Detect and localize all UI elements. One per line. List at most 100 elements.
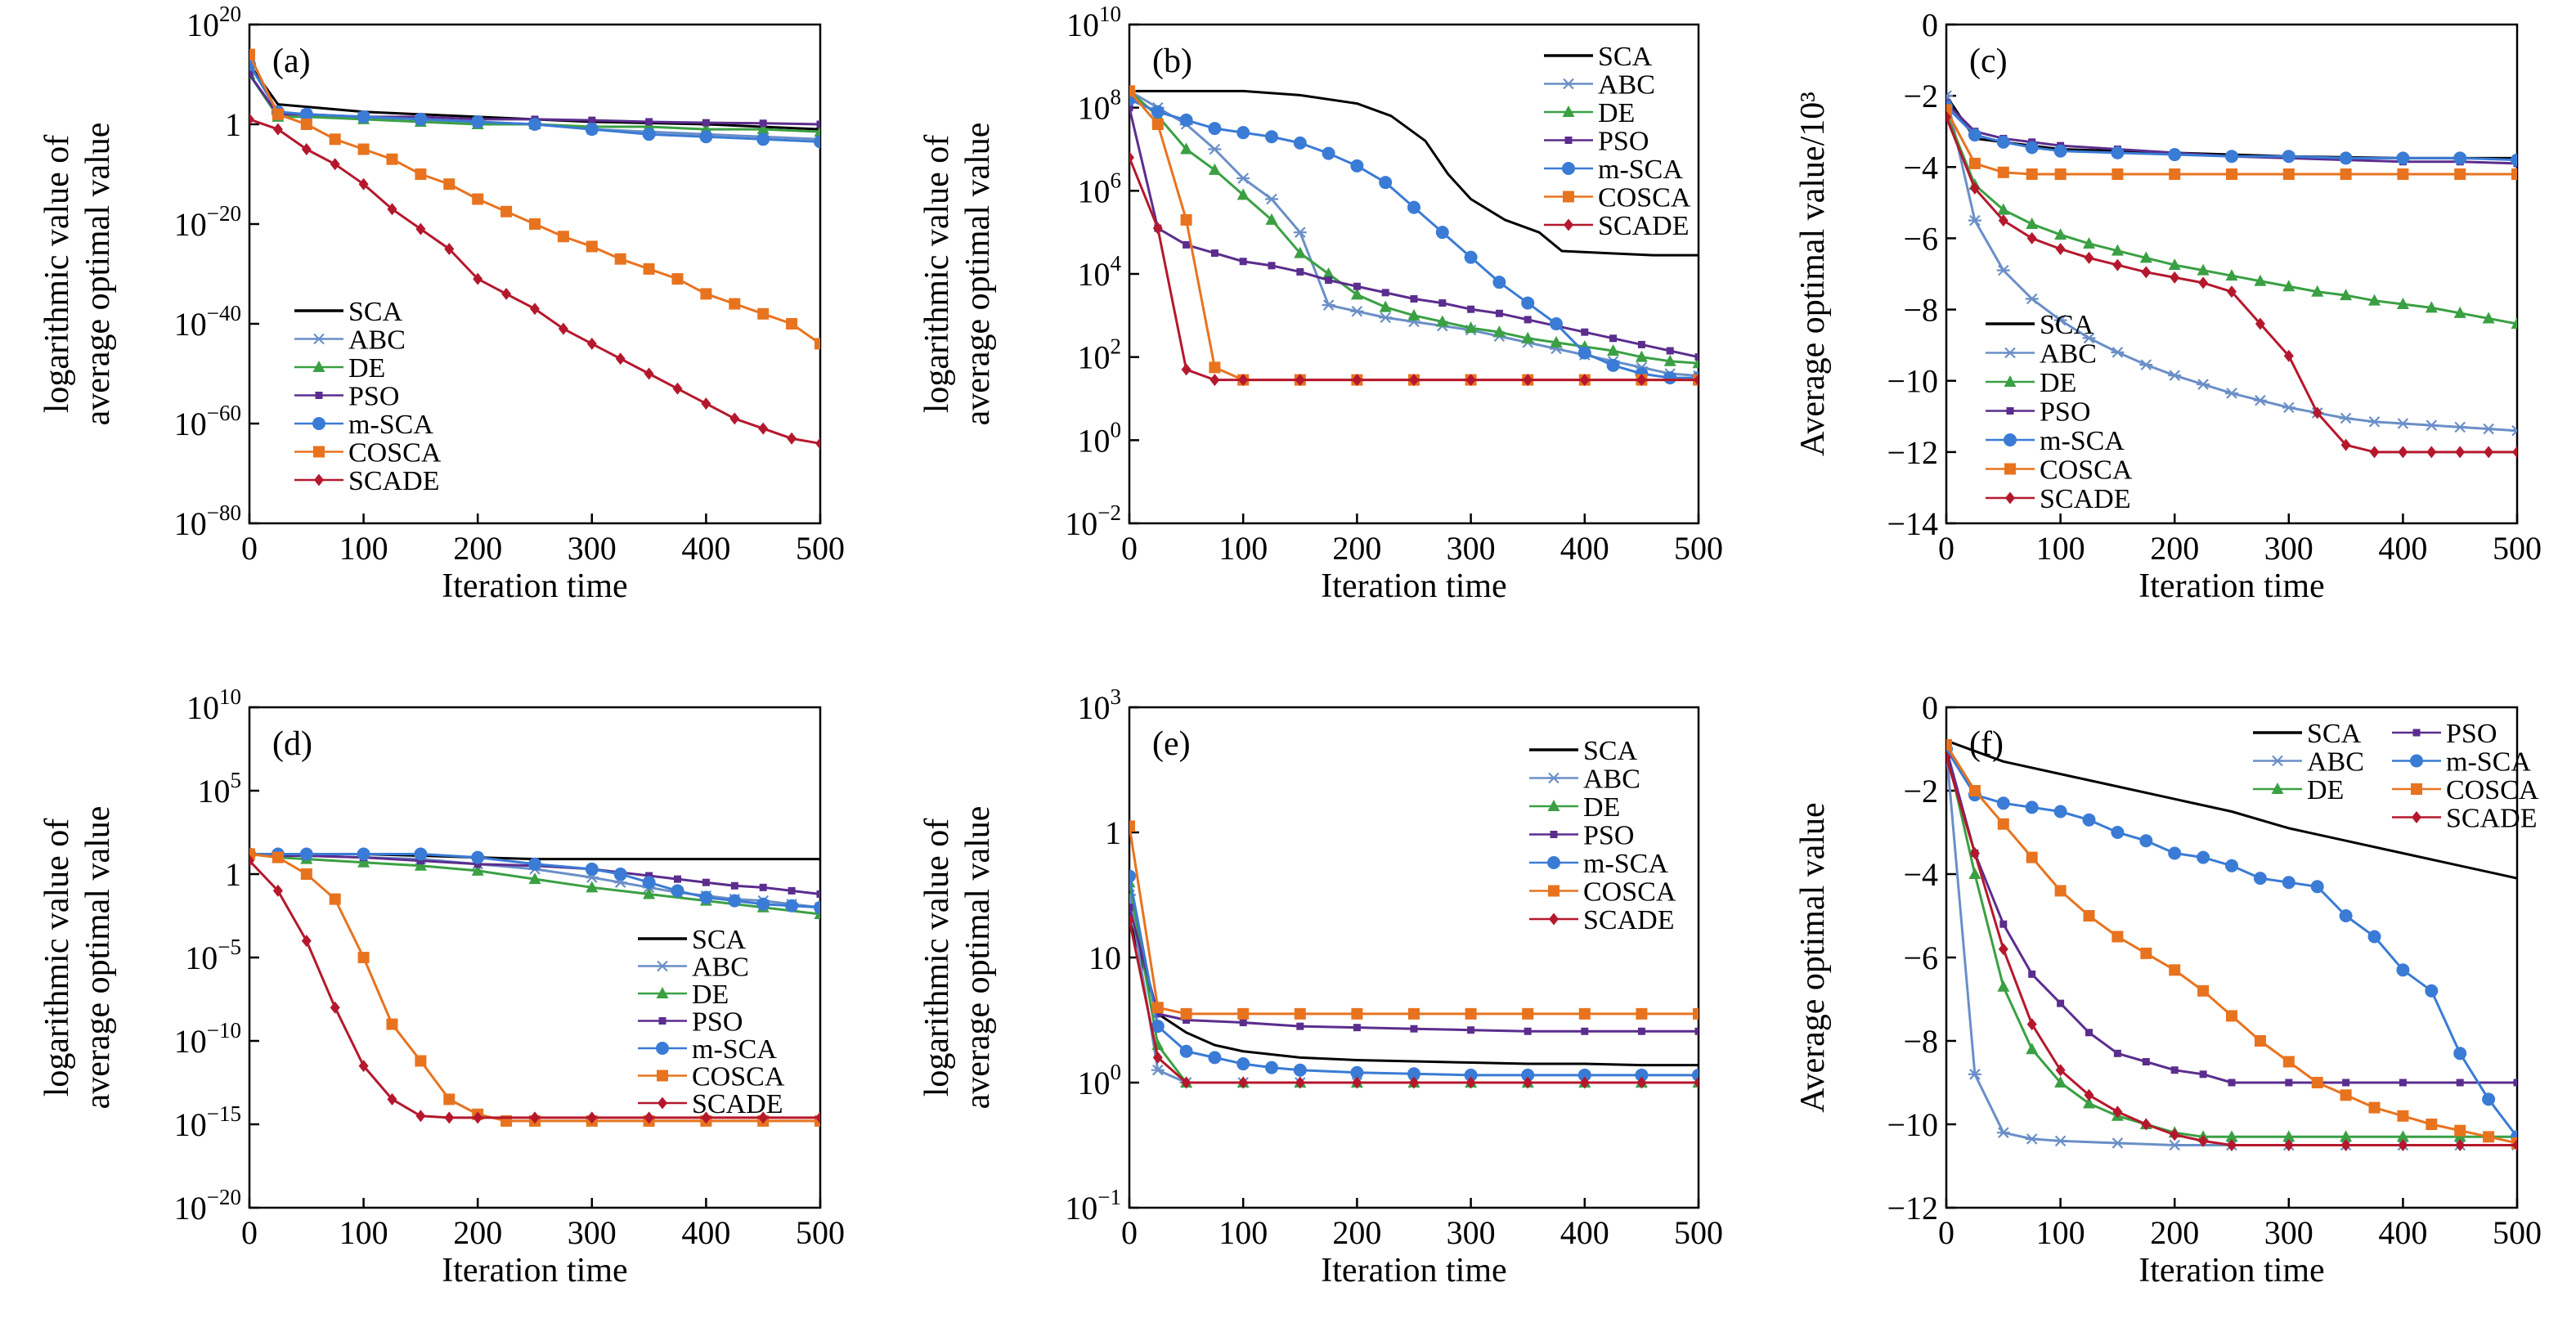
legend-label-cosca: COSCA [1583, 877, 1676, 908]
data-point-pso [1183, 1016, 1191, 1024]
panel-e: 0 100 200 300 400 500 103 1 10 100 10−1 Iteration t… [918, 684, 1723, 1289]
data-point-abc [1996, 264, 2010, 276]
data-point-cosca [1968, 785, 1981, 796]
legend-marker-m-sca [2410, 754, 2423, 768]
x-tick-label: 500 [2493, 530, 2542, 567]
data-point-m-sca [814, 135, 820, 149]
data-point-m-sca [2168, 148, 2182, 162]
data-point-pso [1154, 1010, 1162, 1018]
plot-area [1946, 90, 2517, 459]
x-tick-label: 200 [453, 1214, 502, 1251]
x-tick-label: 400 [2378, 1214, 2427, 1251]
x-tick-label: 200 [1332, 530, 1381, 567]
data-point-cosca [815, 1114, 820, 1127]
data-point-de [1635, 350, 1648, 362]
data-point-pso [2513, 1079, 2517, 1087]
data-point-cosca [557, 231, 569, 243]
data-point-m-sca [2111, 146, 2125, 159]
data-point-scade [2283, 1139, 2294, 1151]
data-point-cosca [1129, 820, 1135, 832]
data-point-scade [2084, 251, 2094, 264]
data-point-scade [1636, 374, 1647, 387]
x-tick-label: 300 [568, 530, 617, 567]
series-line-sca [1129, 89, 1699, 257]
legend-marker-scade [2005, 491, 2015, 505]
data-point-m-sca [357, 110, 370, 123]
data-point-abc [2025, 1133, 2039, 1145]
legend-label-abc: ABC [692, 953, 749, 983]
data-point-pso [1296, 267, 1304, 276]
data-point-m-sca [2367, 930, 2381, 944]
data-point-pso [1609, 334, 1618, 343]
data-point-scade [415, 1110, 426, 1123]
data-point-scade [2227, 1139, 2237, 1151]
data-point-de [2425, 301, 2438, 313]
data-point-scade [2141, 1118, 2152, 1131]
data-point-scade [1352, 374, 1362, 387]
data-point-cosca [2340, 1089, 2352, 1101]
data-point-scade [2340, 438, 2351, 451]
data-point-cosca [2197, 984, 2210, 997]
y-tick-label: 100 [1078, 417, 1122, 459]
data-point-m-sca [671, 884, 684, 898]
series-line-pso [1946, 748, 2517, 1084]
data-point-m-sca [1407, 200, 1420, 214]
legend-label-pso: PSO [1583, 821, 1634, 851]
data-point-scade [586, 337, 597, 350]
data-point-pso [1999, 920, 2008, 928]
data-point-scade [272, 123, 283, 136]
data-point-scade [1129, 151, 1134, 164]
data-point-abc [2168, 1139, 2182, 1151]
data-point-scade [815, 1111, 820, 1124]
data-point-scade [530, 303, 540, 316]
data-point-scade [615, 352, 626, 366]
legend-label-scade: SCADE [2446, 804, 2537, 834]
data-point-scade [1152, 222, 1163, 235]
legend-label-de: DE [2040, 368, 2076, 398]
data-point-de [2368, 294, 2381, 306]
legend-marker-de [2004, 375, 2017, 387]
data-point-abc [1968, 214, 1981, 226]
panel-label: (c) [1969, 43, 2008, 80]
data-point-pso [1296, 1022, 1304, 1030]
data-point-m-sca [299, 847, 313, 861]
data-point-scade [701, 397, 711, 410]
data-point-m-sca [699, 130, 713, 144]
x-tick-label: 200 [2150, 530, 2199, 567]
data-point-scade [2141, 266, 2152, 279]
legend-marker-abc [2271, 755, 2284, 767]
y-axis-label: logarithmic value of [918, 135, 956, 414]
data-point-scade [358, 177, 369, 191]
legend-marker-m-sca [312, 417, 325, 430]
data-point-m-sca [2253, 872, 2267, 886]
data-point-cosca [1151, 1002, 1164, 1014]
y-axis-label: logarithmic value of [38, 818, 76, 1097]
data-point-de [2453, 306, 2466, 318]
panel-a: 0 100 200 300 400 500 1020 1 10−20 10−40 10−60 10−8… [38, 2, 845, 605]
data-point-m-sca [1265, 130, 1278, 144]
legend-marker-m-sca [2004, 433, 2017, 446]
data-point-m-sca [2282, 876, 2296, 890]
data-point-abc [1322, 299, 1335, 311]
data-point-scade [473, 272, 483, 285]
y-tick-label: 103 [1078, 684, 1122, 726]
data-point-m-sca [2396, 151, 2410, 165]
data-point-m-sca [414, 847, 428, 861]
data-point-de [414, 859, 427, 871]
data-point-cosca [357, 143, 370, 155]
x-axis-label: Iteration time [442, 567, 627, 605]
legend-label-cosca: COSCA [692, 1062, 785, 1092]
data-point-scade [1295, 374, 1305, 387]
data-point-pso [816, 890, 820, 898]
data-point-cosca [1408, 1007, 1420, 1020]
data-point-cosca [500, 205, 513, 218]
panel-b: 0 100 200 300 400 500 1010 108 106 104 102 100 10−2 I… [918, 2, 1723, 605]
data-point-de [756, 123, 770, 135]
legend-label-scade: SCADE [2040, 484, 2130, 514]
x-tick-label: 200 [453, 530, 502, 567]
data-point-pso [2285, 1079, 2293, 1087]
legend-marker-pso [2006, 407, 2014, 415]
data-point-m-sca [1996, 135, 2010, 149]
legend-label-abc: ABC [1598, 70, 1655, 101]
